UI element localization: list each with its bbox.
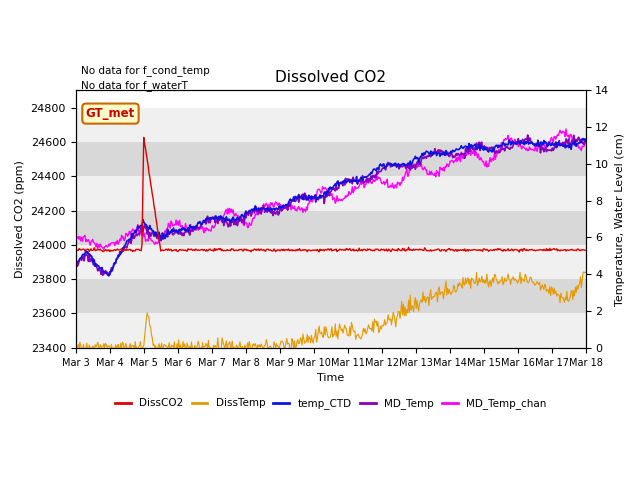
Text: GT_met: GT_met [86,107,135,120]
Title: Dissolved CO2: Dissolved CO2 [275,70,386,85]
Bar [76,211,586,245]
Legend: DissCO2, DissTemp, temp_CTD, MD_Temp, MD_Temp_chan: DissCO2, DissTemp, temp_CTD, MD_Temp, MD… [111,394,550,413]
Bar [76,245,586,279]
Bar [76,279,586,313]
Text: No data for f_waterT: No data for f_waterT [81,80,188,91]
Bar [76,142,586,176]
Bar [76,176,586,211]
Bar [76,108,586,142]
Y-axis label: Dissolved CO2 (ppm): Dissolved CO2 (ppm) [15,160,25,278]
Text: No data for f_cond_temp: No data for f_cond_temp [81,65,209,75]
Bar [76,313,586,348]
X-axis label: Time: Time [317,373,344,383]
Y-axis label: Temperature, Water Level (cm): Temperature, Water Level (cm) [615,132,625,306]
